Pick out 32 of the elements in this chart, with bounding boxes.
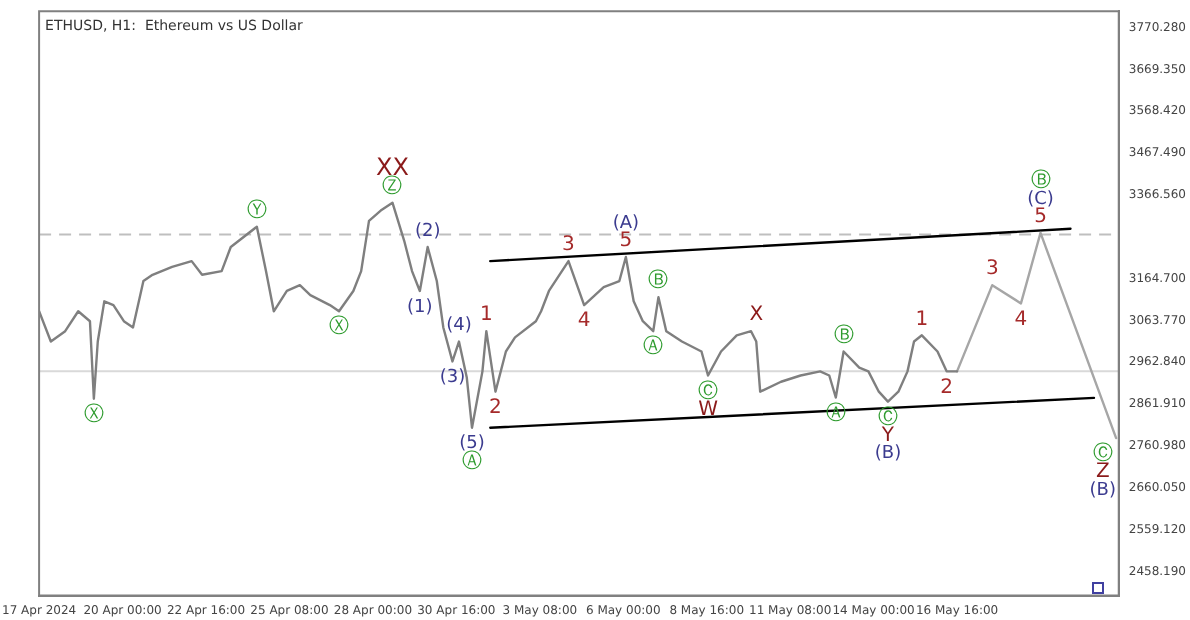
annotation: Ⓒ bbox=[877, 404, 898, 429]
annotation: 4 bbox=[577, 310, 591, 333]
annotation: (A) bbox=[612, 213, 640, 234]
annotation: 2 bbox=[489, 396, 502, 419]
annotation: (B) bbox=[1089, 480, 1116, 501]
annotation: Ⓑ bbox=[648, 268, 669, 293]
annotation: Ⓒ bbox=[698, 378, 719, 403]
annotation: 3 bbox=[985, 258, 999, 281]
annotation: Y bbox=[879, 424, 896, 447]
annotation: Ⓐ bbox=[643, 334, 664, 359]
annotation: X bbox=[749, 304, 764, 327]
annotation: (4) bbox=[446, 316, 472, 337]
annotation: (3) bbox=[439, 368, 466, 389]
annotation: W bbox=[698, 398, 719, 421]
annotation: Ⓧ bbox=[83, 401, 104, 426]
annotation: 4 bbox=[1014, 308, 1028, 331]
annotation: (2) bbox=[414, 221, 441, 242]
annotation: (B) bbox=[874, 444, 902, 465]
annotation: Ⓐ bbox=[462, 448, 482, 473]
annotation: 2 bbox=[940, 376, 953, 399]
annotation: Ⓧ bbox=[329, 314, 349, 339]
annotation: 1 bbox=[915, 308, 929, 331]
annotation: Ⓑ bbox=[1030, 168, 1051, 193]
annotation: Z bbox=[1095, 461, 1110, 484]
annotation: Ⓑ bbox=[833, 322, 854, 347]
annotation: 3 bbox=[562, 234, 575, 257]
annotation: Ⓨ bbox=[246, 197, 267, 222]
annotation: 5 bbox=[1034, 206, 1047, 229]
annotation: 5 bbox=[619, 230, 633, 253]
annotation: (C) bbox=[1027, 189, 1054, 210]
annotation: (1) bbox=[407, 297, 433, 318]
annotation: 1 bbox=[479, 304, 493, 327]
